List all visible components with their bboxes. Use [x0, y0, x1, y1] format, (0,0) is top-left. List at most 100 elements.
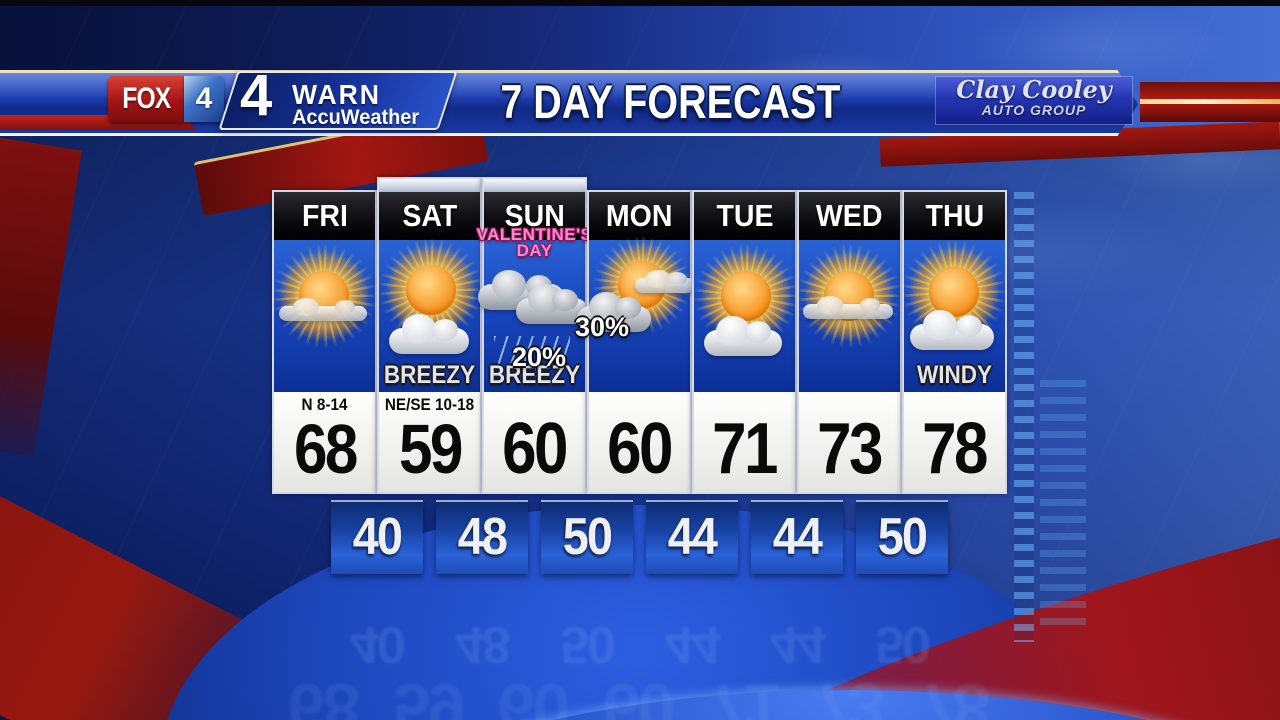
sun-clouds-icon: 30%	[575, 236, 695, 392]
low-temp-box: 48	[436, 500, 528, 574]
valentines-day-label: VALENTINE'S DAY	[474, 225, 595, 260]
day-label: TUE	[694, 192, 795, 240]
high-temp-box: N 8-14 68	[274, 392, 375, 492]
sponsor-name: Clay Cooley	[956, 75, 1112, 104]
sponsor-subtitle: AUTO GROUP	[981, 102, 1087, 118]
day-label-text: MON	[606, 198, 673, 233]
high-temp: 78	[904, 406, 1005, 492]
high-temp-value: 71	[712, 409, 779, 489]
high-temp-box: 73	[799, 392, 900, 492]
sun-cloud-icon: BREEZY	[379, 238, 483, 392]
cloud-icon	[389, 314, 469, 354]
precip-chance: 30%	[574, 312, 630, 342]
fox-number-text: 4	[195, 82, 213, 115]
day-label: SAT	[379, 192, 480, 240]
condition-label: BREEZY	[488, 361, 581, 389]
valentines-line2: DAY	[516, 241, 553, 260]
high-temp-box: 71	[694, 392, 795, 492]
wind-label: NE/SE 10-18	[384, 395, 475, 414]
high-temp: 59	[379, 406, 480, 492]
rain-icon	[494, 336, 570, 370]
day-column-tue: TUE 71	[692, 190, 798, 494]
day-label-text: SAT	[402, 198, 457, 233]
panel-cap	[379, 179, 480, 192]
wind-label: N 8-14	[301, 395, 348, 414]
low-temp-box: 50	[856, 500, 948, 574]
high-temp-box: 60	[589, 392, 690, 492]
low-temp-value: 50	[877, 508, 928, 566]
day-label-text: FRI	[301, 198, 348, 233]
valentines-line1: VALENTINE'S	[476, 225, 593, 244]
day-column-wed: WED 73	[797, 190, 902, 494]
low-temp-value: 48	[457, 508, 508, 566]
high-temp-box: 60	[484, 392, 585, 492]
rain-cloud-icon	[516, 284, 588, 324]
cloud-icon	[279, 298, 367, 321]
badge-number: 4	[240, 63, 273, 128]
low-temp-box: 44	[646, 500, 738, 574]
sun-cloud-icon	[694, 240, 798, 392]
high-temp-box: 78	[904, 392, 1005, 492]
high-temp-value: 73	[817, 409, 884, 489]
day-label: MON	[589, 192, 690, 240]
high-temp: 73	[799, 406, 900, 492]
day-column-sun: SUN VALENTINE'S DAY 20% BREEZY 60	[477, 177, 592, 494]
sun-cloud-icon: WINDY	[902, 240, 1006, 392]
day-column-thu: THU WINDY 78	[902, 190, 1007, 494]
precip-chance: 20%	[511, 342, 567, 372]
top-letterbox	[0, 0, 1280, 6]
low-temp-value: 44	[772, 508, 823, 566]
panel-cap	[484, 179, 585, 192]
cloud-icon	[704, 316, 782, 356]
day-column-mon: MON 30% 60	[575, 190, 695, 494]
red-band-header-right	[1140, 82, 1280, 122]
cloud-icon	[910, 310, 994, 350]
badge-warn-text: WARN	[292, 79, 381, 110]
sun-thin-cloud-icon	[272, 240, 376, 392]
fox-logo-box: FOX	[108, 76, 184, 122]
cloud-icon	[803, 296, 893, 319]
sun-icon	[797, 244, 901, 348]
day-label: WED	[799, 192, 900, 240]
condition-label: BREEZY	[383, 361, 476, 389]
low-temp-box: 40	[331, 500, 423, 574]
high-temp-value: 60	[502, 409, 569, 489]
cloud-icon	[635, 270, 695, 293]
high-temp: 68	[274, 406, 375, 492]
dashed-light-strip	[1014, 192, 1034, 642]
high-temp-box: NE/SE 10-18 59	[379, 392, 480, 492]
cloud-icon	[577, 292, 651, 332]
high-temp: 71	[694, 406, 795, 492]
high-temp-value: 68	[293, 410, 358, 488]
sun-icon	[272, 244, 376, 348]
rain-clouds-icon: 20% BREEZY	[478, 240, 588, 392]
page-title-text: 7 DAY FORECAST	[499, 74, 841, 128]
fox-logo-text: FOX	[121, 82, 171, 115]
badge-accuweather-text: AccuWeather	[292, 106, 420, 129]
high-temp: 60	[484, 406, 585, 492]
sponsor-logo: Clay Cooley AUTO GROUP	[936, 77, 1132, 124]
dashed-light-strip-2	[1040, 380, 1086, 630]
day-column-sat: SAT BREEZY NE/SE 10-18 59	[377, 177, 483, 494]
day-label-text: WED	[816, 198, 883, 233]
low-temp-box: 44	[751, 500, 843, 574]
low-temp-value: 40	[352, 508, 403, 566]
low-temp-value: 44	[667, 508, 718, 566]
fox4-logo: FOX 4	[108, 76, 224, 122]
day-label: FRI	[274, 192, 375, 240]
day-label: SUN	[484, 192, 585, 240]
condition-label: WINDY	[916, 361, 992, 389]
day-label-text: THU	[925, 198, 984, 233]
sun-thin-cloud-icon	[797, 240, 901, 392]
high-temp-value: 60	[607, 409, 674, 489]
low-temp-value: 50	[562, 508, 613, 566]
day-label-text: SUN	[504, 198, 565, 233]
high-temp: 60	[589, 406, 690, 492]
day-label-text: TUE	[715, 198, 774, 233]
high-temp-value: 78	[922, 409, 989, 489]
high-temp-value: 59	[398, 410, 463, 488]
fox-channel-number: 4	[184, 76, 224, 122]
low-temp-box: 50	[541, 500, 633, 574]
4warn-accuweather-badge: 4 WARN AccuWeather	[218, 67, 458, 130]
